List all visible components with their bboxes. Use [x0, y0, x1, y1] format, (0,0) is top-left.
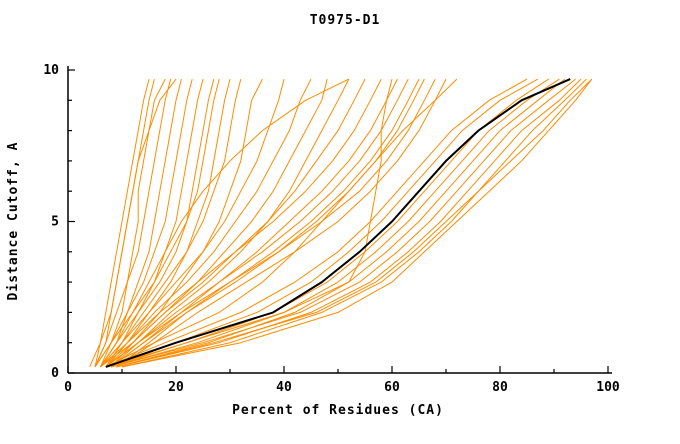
model-curve — [105, 78, 312, 368]
model-curve — [110, 78, 425, 368]
model-curve — [100, 78, 285, 368]
model-curve — [94, 78, 172, 368]
x-tick-label: 0 — [64, 380, 72, 395]
y-tick-label: 0 — [51, 366, 59, 381]
model-curve — [100, 78, 242, 368]
model-curve — [105, 78, 231, 368]
model-curve — [105, 78, 528, 368]
model-curve — [116, 78, 447, 368]
model-curve — [100, 78, 382, 368]
model-curve — [94, 78, 193, 368]
model-curve — [111, 78, 576, 368]
x-tick-label: 100 — [596, 380, 620, 395]
model-curve — [121, 78, 593, 368]
model-curve — [105, 78, 549, 368]
axis-ticks — [67, 69, 609, 374]
model-curve — [99, 78, 350, 368]
model-curve — [99, 78, 166, 368]
x-tick-label: 80 — [492, 380, 508, 395]
highlight-curve — [105, 78, 571, 368]
model-curve — [110, 78, 398, 368]
model-curve — [121, 78, 587, 368]
model-curve — [105, 78, 366, 368]
model-curve — [105, 78, 458, 368]
model-curve — [116, 78, 593, 368]
x-axis-label: Percent of Residues (CA) — [232, 403, 444, 418]
model-curve — [105, 78, 409, 368]
x-tick-label: 20 — [168, 380, 184, 395]
model-curve — [89, 78, 177, 368]
model-curves — [89, 78, 593, 368]
model-curve — [110, 78, 263, 368]
y-axis-label: Distance Cutoff, A — [6, 142, 21, 301]
y-tick-label: 5 — [51, 215, 59, 230]
axes — [67, 66, 612, 374]
axis-tick-labels: 0 20 40 60 80 100 0 5 10 — [43, 63, 620, 395]
model-curve — [105, 78, 204, 368]
y-tick-label: 10 — [43, 63, 59, 78]
model-curve — [110, 78, 350, 368]
model-curve — [94, 78, 220, 368]
x-tick-label: 60 — [384, 380, 400, 395]
model-curve — [94, 78, 150, 368]
highlight-curve-line — [105, 78, 571, 368]
model-curve — [116, 78, 420, 368]
x-tick-label: 40 — [276, 380, 292, 395]
model-curve — [116, 78, 582, 368]
model-curve — [99, 78, 182, 368]
model-curve — [111, 78, 560, 368]
chart-title: T0975-D1 — [310, 13, 381, 28]
model-curve — [116, 78, 566, 368]
model-curve — [111, 78, 539, 368]
